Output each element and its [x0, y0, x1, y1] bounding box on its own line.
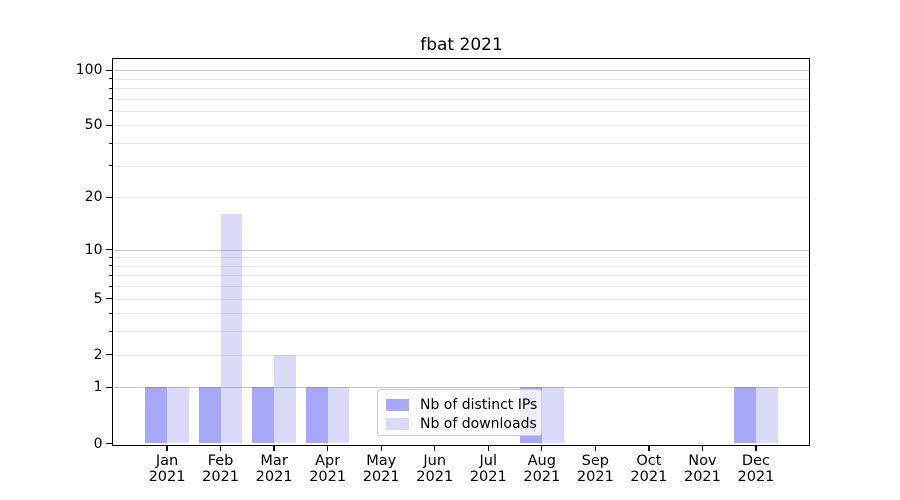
y-minor-tick — [108, 165, 112, 167]
legend-swatch-distinct-ips — [386, 399, 409, 411]
y-tick-label: 0 — [93, 435, 103, 452]
y-tick — [106, 248, 112, 251]
y-tick-label: 50 — [84, 117, 103, 134]
x-tick-label: Nov 2021 — [683, 452, 721, 486]
bar-distinct-ips — [305, 387, 328, 444]
gridline-minor — [113, 125, 810, 127]
x-tick-label: May 2021 — [362, 452, 400, 486]
bar-downloads — [220, 214, 243, 444]
bar-downloads — [755, 387, 778, 444]
legend-label-downloads: Nb of downloads — [420, 416, 537, 432]
legend-swatch-downloads — [386, 418, 409, 430]
bar-downloads — [541, 387, 564, 444]
gridline-minor — [113, 88, 810, 90]
y-minor-tick — [108, 312, 112, 314]
gridline-minor — [113, 265, 810, 267]
y-minor-tick — [108, 110, 112, 112]
y-tick — [106, 124, 112, 127]
bar-distinct-ips — [734, 387, 756, 444]
legend: Nb of distinct IPs Nb of downloads — [377, 389, 542, 436]
gridline-minor — [113, 298, 810, 300]
x-tick — [648, 445, 650, 451]
y-tick — [106, 386, 112, 389]
y-tick — [106, 354, 112, 356]
y-minor-tick — [108, 285, 112, 287]
x-tick-label: Oct 2021 — [630, 452, 668, 486]
x-tick-label: Dec 2021 — [737, 452, 775, 486]
y-tick-label: 2 — [93, 346, 103, 363]
bar-distinct-ips — [252, 387, 275, 444]
x-tick-label: Feb 2021 — [202, 452, 240, 486]
x-tick-label: Aug 2021 — [523, 452, 561, 486]
gridline-minor — [113, 98, 810, 100]
y-minor-tick — [108, 274, 112, 276]
y-minor-tick — [108, 87, 112, 89]
y-tick — [106, 69, 112, 71]
y-minor-tick — [108, 78, 112, 80]
gridline-minor — [113, 257, 810, 259]
gridline-minor — [113, 275, 810, 277]
x-tick — [219, 445, 222, 451]
y-tick-label: 10 — [84, 241, 103, 258]
y-minor-tick — [108, 98, 112, 100]
y-minor-tick — [108, 265, 112, 267]
y-tick-label: 1 — [93, 379, 103, 396]
x-tick — [541, 445, 543, 451]
x-tick — [434, 445, 436, 451]
x-tick-label: Jan 2021 — [148, 452, 186, 486]
x-tick — [166, 445, 168, 451]
x-tick — [380, 445, 382, 451]
x-tick — [594, 445, 596, 451]
gridline-minor — [113, 143, 810, 145]
x-tick-label: Apr 2021 — [309, 452, 347, 486]
bar-distinct-ips — [198, 387, 221, 444]
gridline-minor — [113, 286, 810, 288]
gridline-minor — [113, 313, 810, 315]
y-tick — [106, 297, 112, 300]
legend-item-distinct-ips: Nb of distinct IPs — [378, 396, 541, 414]
x-tick-label: Jul 2021 — [469, 452, 507, 486]
bar-distinct-ips — [145, 387, 168, 444]
bar-downloads — [167, 387, 189, 444]
x-tick — [755, 445, 757, 451]
gridline-minor — [113, 331, 810, 333]
gridline-minor — [113, 78, 810, 80]
y-minor-tick — [108, 256, 112, 258]
x-tick — [327, 445, 329, 451]
x-tick — [487, 445, 489, 451]
x-tick-label: Mar 2021 — [255, 452, 293, 486]
gridline-major — [113, 249, 810, 251]
gridline-major — [113, 70, 810, 72]
y-tick — [106, 442, 112, 445]
bar-downloads — [274, 354, 296, 444]
legend-label-distinct-ips: Nb of distinct IPs — [420, 397, 538, 413]
bar-downloads — [327, 387, 350, 444]
y-minor-tick — [108, 330, 112, 332]
x-tick — [273, 445, 275, 451]
y-tick-label: 20 — [84, 189, 103, 206]
y-minor-tick — [108, 142, 112, 144]
y-tick-label: 5 — [93, 290, 103, 307]
chart-title: fbat 2021 — [420, 35, 503, 55]
x-tick-label: Sep 2021 — [576, 452, 614, 486]
x-tick — [701, 445, 704, 451]
y-tick-label: 100 — [75, 62, 103, 79]
legend-item-downloads: Nb of downloads — [378, 415, 541, 433]
x-tick-label: Jun 2021 — [416, 452, 454, 486]
gridline-minor — [113, 110, 810, 112]
gridline-major — [113, 387, 810, 389]
gridline-minor — [113, 354, 810, 356]
gridline-minor — [113, 197, 810, 199]
gridline-minor — [113, 165, 810, 167]
y-tick — [106, 196, 112, 198]
